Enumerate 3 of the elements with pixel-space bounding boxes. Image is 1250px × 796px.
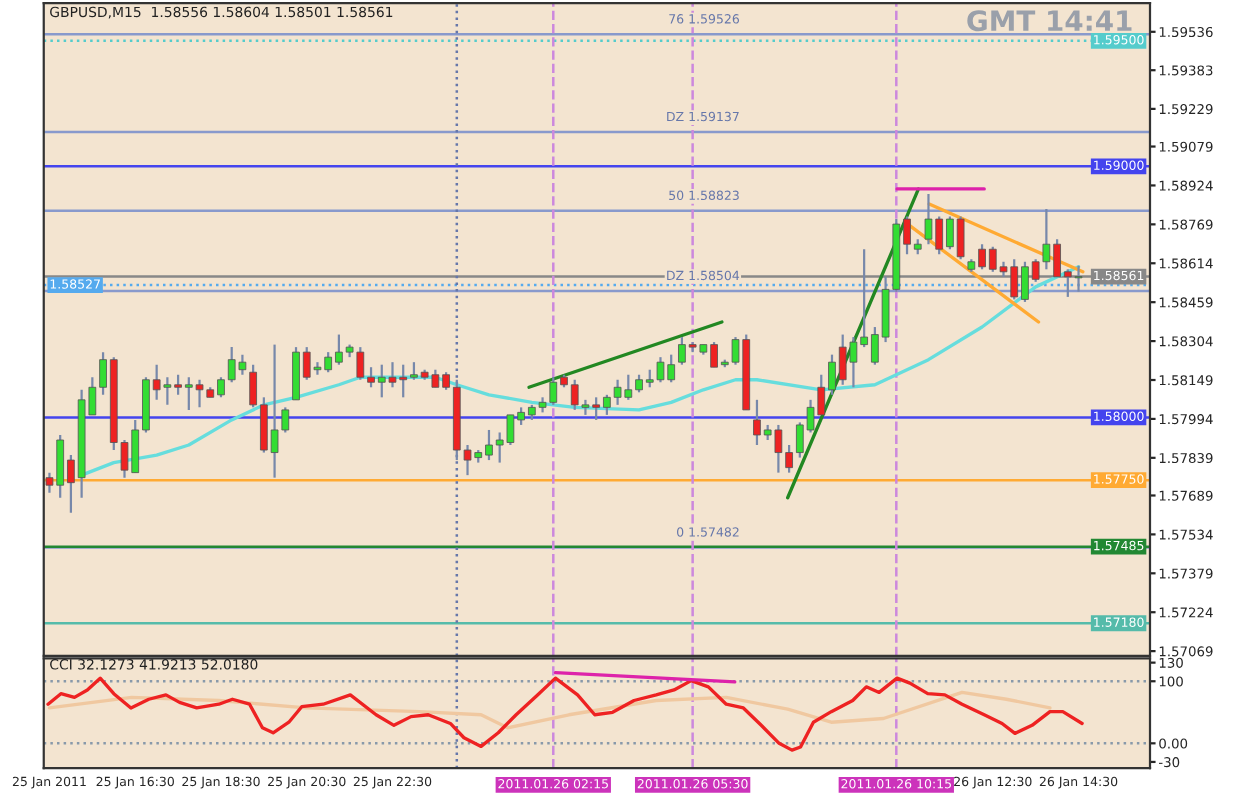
annotation: GMT 14:41	[967, 10, 1132, 32]
line-series	[46, 676, 1084, 752]
line-series	[47, 690, 1052, 730]
